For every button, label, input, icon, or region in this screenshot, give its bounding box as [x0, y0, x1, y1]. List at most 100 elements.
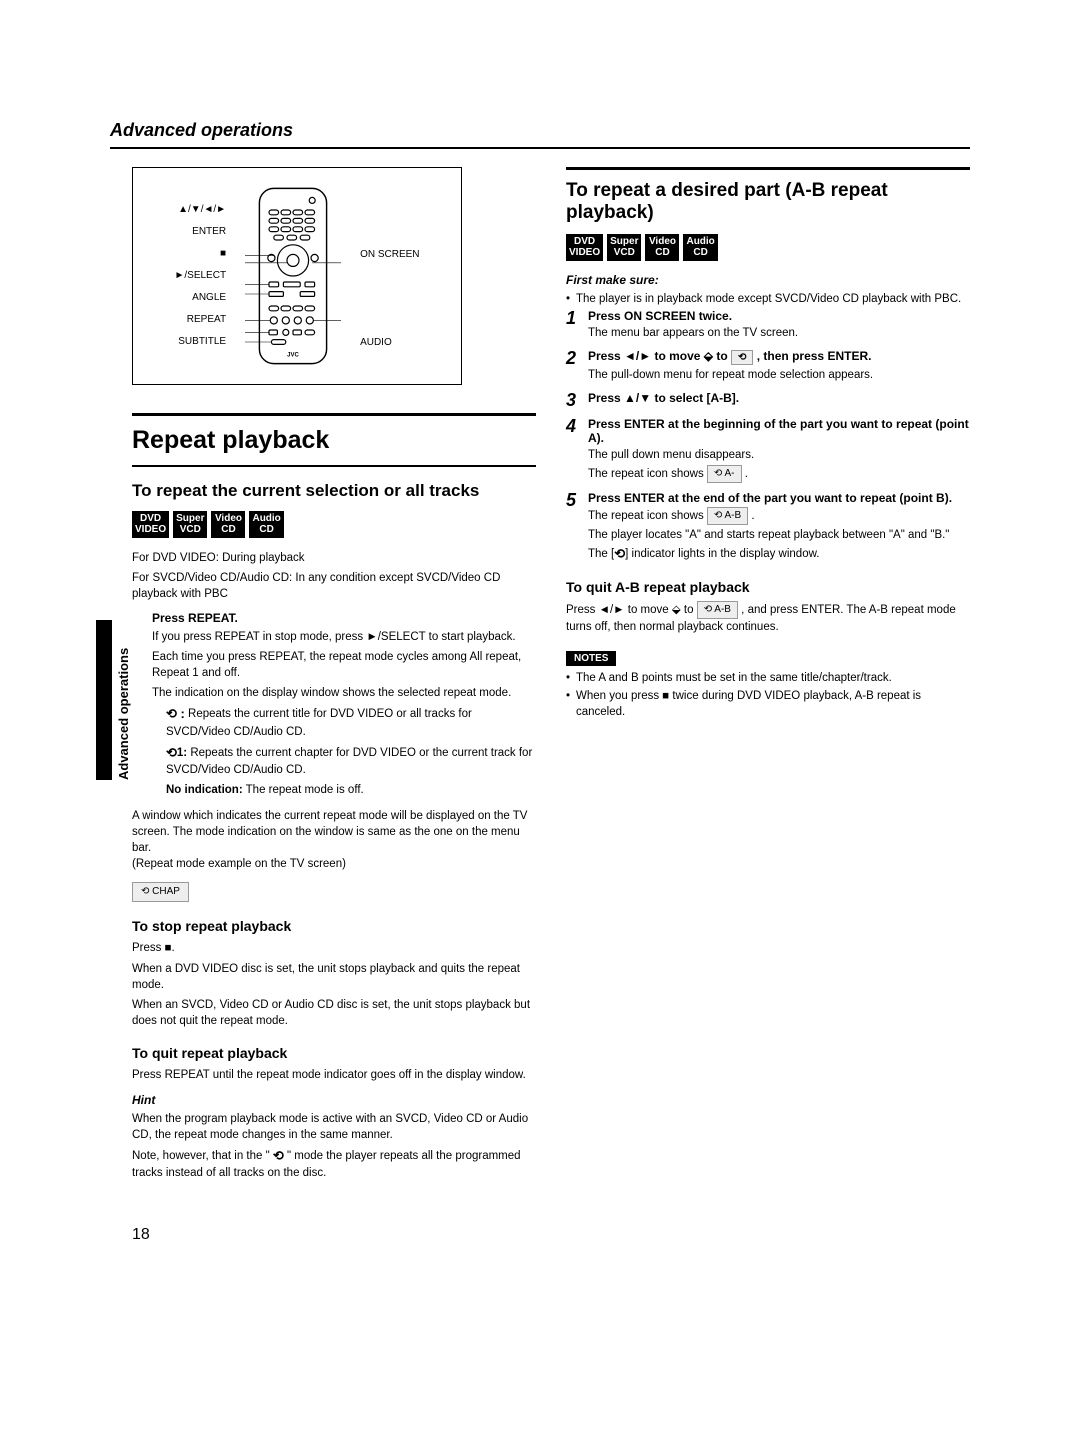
- header-rule: [110, 147, 970, 149]
- remote-label: ►/SELECT: [174, 265, 226, 287]
- steps-list: 1 Press ON SCREEN twice. The menu bar ap…: [566, 309, 970, 563]
- text: When a DVD VIDEO disc is set, the unit s…: [132, 961, 536, 993]
- side-label: Advanced operations: [116, 648, 131, 780]
- badge: SuperVCD: [607, 234, 641, 261]
- text: When an SVCD, Video CD or Audio CD disc …: [132, 997, 536, 1029]
- page-number: 18: [110, 1226, 970, 1244]
- step-main: Press ON SCREEN twice.: [588, 309, 970, 323]
- text: For DVD VIDEO: During playback: [132, 550, 536, 566]
- badge: DVDVIDEO: [566, 234, 603, 261]
- step-main: Press ▲/▼ to select [A-B].: [588, 391, 970, 405]
- intro-text: For DVD VIDEO: During playback For SVCD/…: [132, 550, 536, 602]
- step-detail: The player locates "A" and starts repeat…: [588, 527, 970, 543]
- left-column: ▲/▼/◄/► ENTER ■ ►/SELECT ANGLE REPEAT SU…: [110, 167, 536, 1186]
- text: Press ◄/► to move ⬙ to ⟲ A-B , and press…: [566, 601, 970, 635]
- text: The player is in playback mode except SV…: [566, 291, 970, 307]
- side-tab: [96, 620, 112, 780]
- step-detail: The pull-down menu for repeat mode selec…: [588, 367, 970, 383]
- step-4: 4 Press ENTER at the beginning of the pa…: [566, 417, 970, 483]
- step-main: Press ENTER at the beginning of the part…: [588, 417, 970, 445]
- first-make-sure: First make sure:: [566, 273, 970, 287]
- hint-text: When the program playback mode is active…: [132, 1111, 536, 1181]
- right-column: To repeat a desired part (A-B repeat pla…: [566, 167, 970, 1186]
- step-number: 1: [566, 309, 580, 341]
- remote-label: ▲/▼/◄/►: [174, 199, 226, 221]
- text: If you press REPEAT in stop mode, press …: [152, 629, 536, 645]
- hint-label: Hint: [132, 1093, 536, 1107]
- remote-label: REPEAT: [174, 309, 226, 331]
- cursor-icon: ⬙: [672, 604, 681, 616]
- format-badges: DVDVIDEO SuperVCD VideoCD AudioCD: [132, 511, 536, 538]
- svg-text:JVC: JVC: [287, 352, 299, 358]
- repeat-ab-box: ⟲ A-B: [697, 601, 738, 619]
- first-bullet: The player is in playback mode except SV…: [566, 291, 970, 307]
- section-rule: [132, 413, 536, 416]
- text: When the program playback mode is active…: [132, 1111, 536, 1143]
- step-number: 5: [566, 491, 580, 563]
- stop-repeat-title: To stop repeat playback: [132, 918, 536, 934]
- stop-repeat-text: Press ■. When a DVD VIDEO disc is set, t…: [132, 940, 536, 1028]
- repeat-icon: ⟲: [166, 744, 177, 762]
- repeat-icon-desc: ⟲ 1: Repeats the current chapter for DVD…: [166, 744, 536, 778]
- format-badges: DVDVIDEO SuperVCD VideoCD AudioCD: [566, 234, 970, 261]
- badge: DVDVIDEO: [132, 511, 169, 538]
- note-item: The A and B points must be set in the sa…: [566, 670, 970, 686]
- section-header: Advanced operations: [110, 120, 970, 141]
- remote-label: ■: [174, 243, 226, 265]
- text: Note, however, that in the " ⟲ " mode th…: [132, 1147, 536, 1181]
- remote-diagram: ▲/▼/◄/► ENTER ■ ►/SELECT ANGLE REPEAT SU…: [132, 167, 462, 385]
- badge: VideoCD: [645, 234, 679, 261]
- badge: VideoCD: [211, 511, 245, 538]
- step-5: 5 Press ENTER at the end of the part you…: [566, 491, 970, 563]
- step-detail: The pull down menu disappears.: [588, 447, 970, 463]
- repeat-current-subtitle: To repeat the current selection or all t…: [132, 481, 536, 501]
- repeat-ab-box: ⟲ A-B: [707, 507, 748, 525]
- step-detail: The repeat icon shows ⟲ A-B .: [588, 507, 970, 525]
- repeat-icon: ⟲: [273, 1147, 284, 1165]
- note-item: When you press ■ twice during DVD VIDEO …: [566, 688, 970, 720]
- step-3: 3 Press ▲/▼ to select [A-B].: [566, 391, 970, 409]
- remote-label: ON SCREEN: [360, 233, 419, 277]
- quit-ab-title: To quit A-B repeat playback: [566, 579, 970, 595]
- step-1: 1 Press ON SCREEN twice. The menu bar ap…: [566, 309, 970, 341]
- cursor-icon: ⬙: [704, 349, 713, 363]
- remote-label: AUDIO: [360, 321, 419, 365]
- no-indication: No indication: The repeat mode is off.: [166, 782, 536, 798]
- thin-rule: [132, 465, 536, 467]
- repeat-a-box: ⟲ A-: [707, 465, 742, 483]
- text: A window which indicates the current rep…: [132, 808, 536, 872]
- remote-label: ENTER: [174, 221, 226, 243]
- repeat-icon-box: ⟲: [731, 350, 753, 365]
- step-detail: The [⟲] indicator lights in the display …: [588, 545, 970, 563]
- remote-label: ANGLE: [174, 287, 226, 309]
- quit-repeat-title: To quit repeat playback: [132, 1045, 536, 1061]
- remote-icon: JVC: [238, 186, 348, 366]
- text: Each time you press REPEAT, the repeat m…: [152, 649, 536, 681]
- step-main: Press ◄/► to move ⬙ to ⟲ , then press EN…: [588, 349, 970, 364]
- remote-labels-right: ON SCREEN AUDIO: [360, 187, 419, 365]
- press-repeat-label: Press REPEAT.: [152, 610, 536, 627]
- repeat-icon: ⟲: [614, 545, 625, 563]
- text: For SVCD/Video CD/Audio CD: In any condi…: [132, 570, 536, 602]
- quit-repeat-text: Press REPEAT until the repeat mode indic…: [132, 1067, 536, 1083]
- badge: AudioCD: [249, 511, 283, 538]
- repeat-playback-title: Repeat playback: [132, 426, 536, 455]
- repeat-icon-desc: ⟲ : Repeats the current title for DVD VI…: [166, 705, 536, 739]
- text: Press ■.: [132, 940, 536, 956]
- step-detail: The menu bar appears on the TV screen.: [588, 325, 970, 341]
- quit-ab-text: Press ◄/► to move ⬙ to ⟲ A-B , and press…: [566, 601, 970, 635]
- step-detail: The repeat icon shows ⟲ A- .: [588, 465, 970, 483]
- notes-label: NOTES: [566, 651, 616, 666]
- section-rule: [566, 167, 970, 170]
- step-number: 4: [566, 417, 580, 483]
- step-number: 2: [566, 349, 580, 382]
- step-main: Press ENTER at the end of the part you w…: [588, 491, 970, 505]
- remote-label: SUBTITLE: [174, 331, 226, 353]
- badge: SuperVCD: [173, 511, 207, 538]
- step-2: 2 Press ◄/► to move ⬙ to ⟲ , then press …: [566, 349, 970, 382]
- ab-repeat-title: To repeat a desired part (A-B repeat pla…: [566, 180, 970, 224]
- badge: AudioCD: [683, 234, 717, 261]
- chap-box: ⟲ CHAP: [132, 882, 189, 902]
- notes-text: The A and B points must be set in the sa…: [566, 670, 970, 720]
- press-repeat-block: Press REPEAT. If you press REPEAT in sto…: [132, 610, 536, 798]
